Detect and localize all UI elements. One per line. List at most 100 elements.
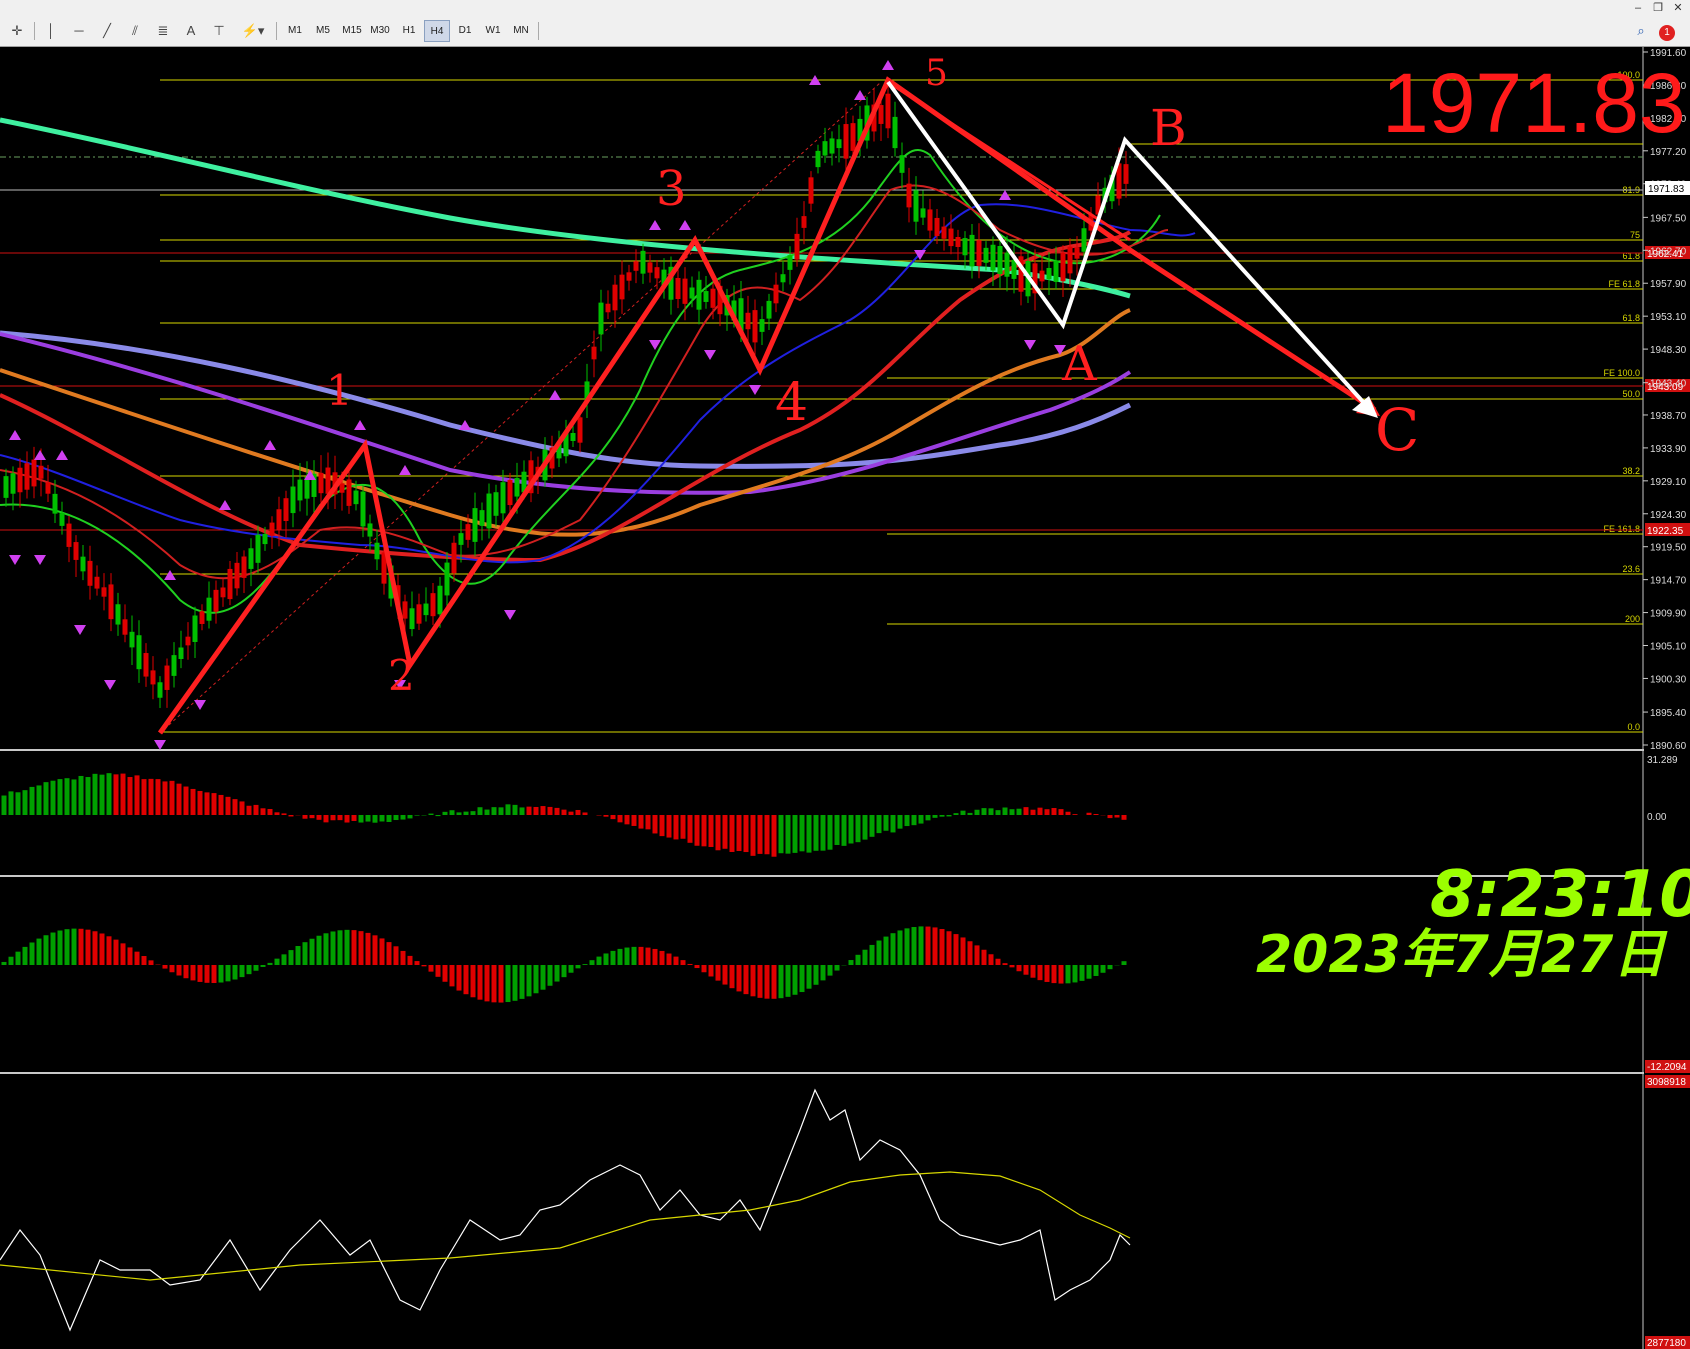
candle-body — [451, 542, 457, 574]
candle-body — [661, 269, 667, 287]
histogram-bar — [281, 813, 287, 815]
equidistant-channel-icon[interactable]: ⫽ — [132, 23, 138, 38]
fractal-arrow — [649, 340, 661, 350]
candle-body — [276, 509, 282, 530]
fibo-level-label: 100.0 — [1617, 70, 1640, 80]
candle-body — [1018, 256, 1024, 292]
fibonacci-icon[interactable]: ≣ — [157, 23, 169, 38]
horizontal-price-lines[interactable]: 1962.41 1943.09 1922.35 — [0, 189, 1690, 537]
overlay-date: 2023年7月27日 — [1256, 925, 1668, 985]
candle-body — [206, 597, 212, 621]
histogram-bar — [1009, 965, 1015, 968]
close-button[interactable]: ✕ — [1673, 2, 1683, 14]
candle-body — [262, 533, 268, 545]
trendline-icon[interactable]: ╱ — [103, 23, 111, 38]
price-axis-label: 1895.40 — [1650, 708, 1687, 719]
candle-body — [605, 303, 611, 313]
candle-body — [423, 603, 429, 616]
histogram-bar — [918, 815, 924, 824]
timeframe-d1[interactable]: D1 — [458, 25, 472, 36]
candle-body — [759, 319, 765, 332]
wave-label-1: 1 — [326, 366, 353, 415]
fractal-arrow — [649, 220, 661, 230]
candle-body — [234, 562, 240, 589]
histogram-bar — [778, 815, 784, 854]
histogram-bar — [218, 965, 224, 983]
histogram-bar — [36, 785, 42, 815]
histogram-bar — [603, 953, 609, 965]
fractal-arrow — [264, 440, 276, 450]
histogram-bar — [883, 815, 889, 831]
histogram-bar — [1030, 809, 1036, 815]
minimize-button[interactable]: – — [1634, 2, 1642, 14]
candle-body — [710, 288, 716, 308]
histogram-bar — [1093, 965, 1099, 976]
histogram-bar — [379, 938, 385, 965]
histogram-bar — [120, 943, 126, 965]
histogram-bar — [729, 815, 735, 852]
timeframe-m15[interactable]: M15 — [342, 25, 362, 36]
histogram-bar — [421, 965, 427, 967]
histogram-bar — [22, 790, 28, 815]
histogram-bar — [834, 965, 840, 971]
histogram-bar — [92, 773, 98, 815]
histogram-bar — [806, 965, 812, 989]
timeframe-h4[interactable]: H4 — [424, 20, 450, 42]
histogram-bar — [722, 815, 728, 849]
price-axis-label: 1890.60 — [1650, 741, 1687, 752]
svg-text:1971.83: 1971.83 — [1648, 184, 1685, 195]
histogram-bar — [890, 815, 896, 833]
histogram-bar — [92, 931, 98, 965]
crosshair-icon[interactable]: ✛ — [11, 23, 23, 38]
histogram-bar — [372, 815, 378, 823]
histogram-bar — [50, 780, 56, 815]
histogram-bar — [344, 929, 350, 965]
timeframe-m1[interactable]: M1 — [288, 25, 302, 36]
vertical-line-icon[interactable]: │ — [46, 23, 56, 38]
histogram-bar — [498, 965, 504, 1003]
timeframe-w1[interactable]: W1 — [485, 25, 501, 36]
restore-button[interactable]: ❐ — [1653, 2, 1663, 14]
histogram-bar — [785, 965, 791, 997]
notification-icon[interactable]: 1 — [1656, 20, 1678, 42]
histogram-bar — [519, 965, 525, 999]
candle-body — [1109, 174, 1115, 202]
timeframe-mn[interactable]: MN — [513, 25, 529, 36]
text-icon[interactable]: A — [186, 23, 196, 38]
timeframe-m30[interactable]: M30 — [370, 25, 390, 36]
text-label-icon[interactable]: ⊤ — [213, 23, 225, 38]
price-axis-label: 1977.20 — [1650, 147, 1687, 158]
histogram-bar — [722, 965, 728, 985]
candle-body — [1123, 164, 1129, 184]
histogram-bar — [141, 956, 147, 965]
histogram-bar — [1016, 808, 1022, 815]
histogram-bar — [43, 935, 49, 965]
histogram-bar — [589, 960, 595, 965]
candle-body — [297, 479, 303, 501]
histogram-bar — [379, 815, 385, 822]
histogram-bar — [1058, 965, 1064, 984]
candle-body — [1039, 270, 1045, 282]
histogram-bar — [1023, 807, 1029, 815]
indicator2-bottom-tag: -12.2094 — [1645, 1060, 1690, 1073]
candle-body — [731, 300, 737, 321]
price-axis-label: 1914.70 — [1650, 576, 1687, 587]
search-icon[interactable]: ⌕ — [1637, 23, 1645, 38]
candle-body — [1116, 163, 1122, 199]
histogram-bar — [15, 792, 21, 815]
histogram-bar — [1107, 815, 1113, 819]
candle-body — [815, 150, 821, 168]
timeframe-h1[interactable]: H1 — [402, 25, 416, 36]
histogram-bar — [190, 788, 196, 815]
fibo-level-label: 61.8 — [1622, 313, 1640, 323]
histogram-bar — [862, 949, 868, 965]
histogram-bar — [855, 815, 861, 843]
candle-body — [325, 467, 331, 494]
histogram-bar — [253, 965, 259, 971]
shapes-dropdown-icon[interactable]: ⚡▾ — [241, 23, 265, 38]
wave-label-4: 4 — [775, 373, 808, 433]
horizontal-line-icon[interactable]: ─ — [74, 23, 84, 38]
timeframe-m5[interactable]: M5 — [316, 25, 330, 36]
